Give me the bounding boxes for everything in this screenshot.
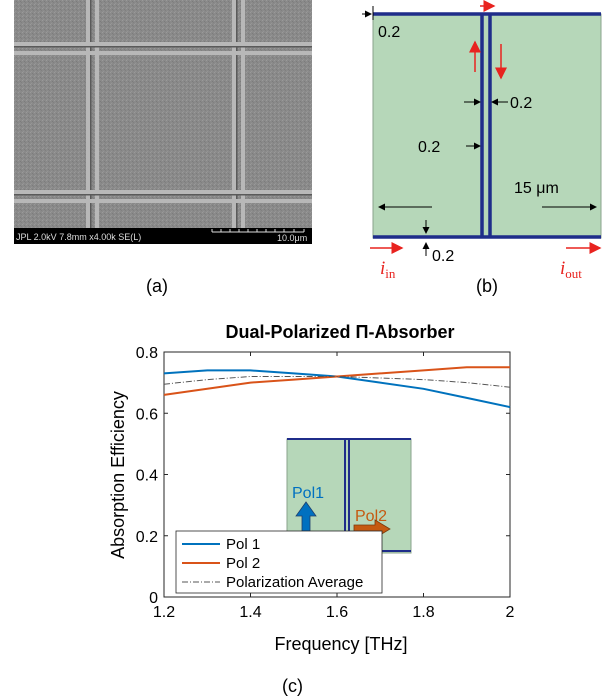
current-in-label: iin (380, 258, 396, 281)
y-tick-label: 0.8 (136, 345, 158, 362)
sem-scale-bar (211, 229, 305, 233)
chart-title: Dual-Polarized Π-Absorber (225, 322, 454, 342)
y-tick-label: 0.2 (136, 529, 158, 546)
sem-scale-label: 10.0μm (277, 233, 307, 243)
cell-substrate (372, 13, 602, 239)
x-tick-label: 2 (506, 604, 515, 621)
current-out-label: iout (560, 258, 582, 281)
current-arrows (370, 0, 602, 254)
dimension-arrows (362, 6, 597, 256)
panel-label-b: (b) (476, 276, 498, 296)
axis-ticks: 1.2 1.4 1.6 1.8 2 0 0.2 0.4 0.6 0.8 (136, 345, 515, 621)
unit-cell-diagram: 0.2 0.2 0.2 15 μm 0.2 iin iout (362, 0, 602, 281)
sem-grid-lines (14, 0, 312, 228)
panel-label-a: (a) (146, 276, 168, 296)
x-tick-label: 1.6 (326, 604, 348, 621)
absorber-strips (373, 12, 601, 239)
series-line-pol-2 (163, 366, 510, 396)
y-axis-label: Absorption Efficiency (108, 391, 128, 559)
chart-legend: Pol 1 Pol 2 Polarization Average (175, 530, 383, 594)
panel-label-c: (c) (282, 676, 303, 696)
inset-pol1-label: Pol1 (292, 485, 324, 502)
x-tick-label: 1.2 (153, 604, 175, 621)
dim-label-top: 0.2 (378, 24, 400, 41)
pol1-arrow-icon (295, 501, 317, 532)
absorption-chart: Dual-Polarized Π-Absorber Absorption Eff… (108, 322, 515, 654)
sem-micrograph: JPL 2.0kV 7.8mm x4.00k SE(L) 10.0μm (14, 0, 312, 244)
y-tick-label: 0 (149, 590, 158, 607)
legend-pol2: Pol 2 (226, 555, 260, 572)
dim-label-bottom: 0.2 (432, 248, 454, 265)
legend-average: Polarization Average (226, 574, 363, 591)
dim-label-cell-width: 15 μm (514, 180, 559, 197)
x-tick-label: 1.8 (412, 604, 434, 621)
dim-label-strip-width: 0.2 (418, 139, 440, 156)
x-tick-label: 1.4 (239, 604, 261, 621)
y-tick-label: 0.4 (136, 468, 158, 485)
inset-pol2-label: Pol2 (355, 508, 387, 525)
y-tick-label: 0.6 (136, 406, 158, 423)
series-line-polarization-average (163, 376, 511, 388)
dim-label-strip-gap: 0.2 (510, 95, 532, 112)
series-lines (163, 366, 511, 409)
x-axis-label: Frequency [THz] (274, 634, 407, 654)
legend-pol1: Pol 1 (226, 536, 260, 553)
sem-info-text: JPL 2.0kV 7.8mm x4.00k SE(L) (16, 232, 141, 242)
